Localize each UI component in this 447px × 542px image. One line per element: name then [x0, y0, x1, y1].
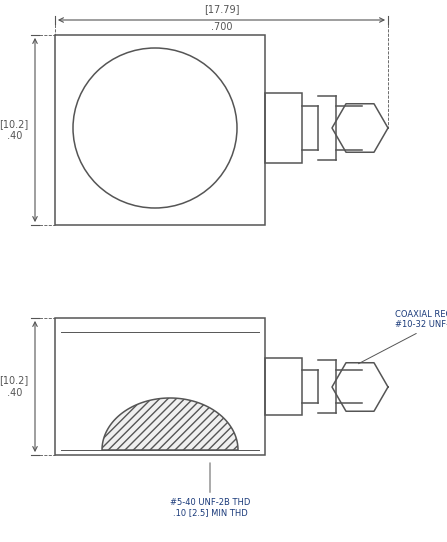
Text: #5-40 UNF-2B THD
.10 [2.5] MIN THD: #5-40 UNF-2B THD .10 [2.5] MIN THD: [170, 463, 250, 518]
Bar: [265, 358, 302, 415]
Text: [10.2]
 .40: [10.2] .40: [0, 375, 28, 398]
Polygon shape: [102, 398, 238, 450]
Bar: [55, 35, 265, 225]
Text: COAXIAL RECEPTACLE,
#10-32 UNF-2A THD: COAXIAL RECEPTACLE, #10-32 UNF-2A THD: [358, 310, 447, 364]
Text: [10.2]
 .40: [10.2] .40: [0, 119, 28, 141]
Text: .700: .700: [211, 22, 232, 32]
Text: [17.79]: [17.79]: [204, 4, 239, 14]
Bar: [55, 318, 265, 455]
Bar: [265, 93, 302, 163]
